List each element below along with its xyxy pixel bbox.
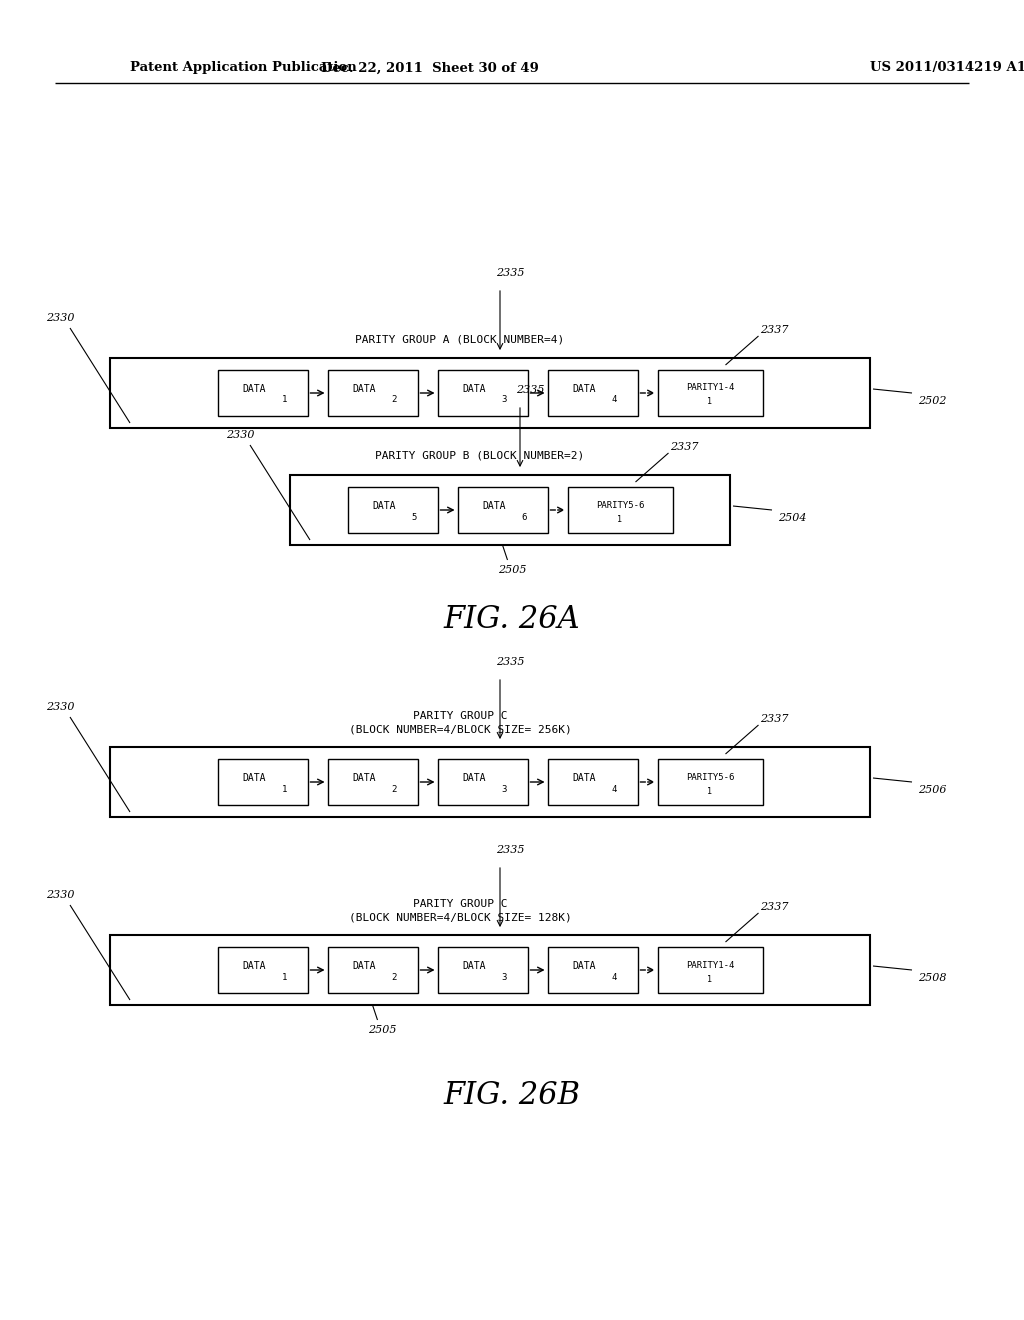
Bar xyxy=(657,370,763,416)
Bar xyxy=(328,946,418,993)
Bar xyxy=(657,946,763,993)
Text: 1: 1 xyxy=(282,973,287,982)
Text: 6: 6 xyxy=(522,512,527,521)
Text: 2506: 2506 xyxy=(918,785,946,795)
Text: 2330: 2330 xyxy=(225,430,254,440)
Text: 2504: 2504 xyxy=(778,513,807,523)
Text: DATA: DATA xyxy=(243,774,266,783)
Bar xyxy=(567,487,673,533)
Text: 2335: 2335 xyxy=(496,845,524,855)
Text: 2505: 2505 xyxy=(369,1026,396,1035)
Text: 2505: 2505 xyxy=(499,565,526,576)
Text: 1: 1 xyxy=(708,397,713,407)
Text: 2335: 2335 xyxy=(516,385,544,395)
Bar xyxy=(548,759,638,805)
Text: PARITY GROUP C: PARITY GROUP C xyxy=(413,899,507,909)
Text: 3: 3 xyxy=(502,784,507,793)
Text: 2335: 2335 xyxy=(496,268,524,279)
Text: 1: 1 xyxy=(617,515,623,524)
Text: 2337: 2337 xyxy=(761,902,790,912)
Bar xyxy=(110,747,870,817)
Text: 2330: 2330 xyxy=(46,313,75,323)
Text: DATA: DATA xyxy=(572,961,596,972)
Text: DATA: DATA xyxy=(243,384,266,393)
Bar xyxy=(110,935,870,1005)
Text: 2330: 2330 xyxy=(46,702,75,711)
Bar xyxy=(657,759,763,805)
Bar xyxy=(290,475,730,545)
Text: 2337: 2337 xyxy=(761,325,790,335)
Text: PARITY5-6: PARITY5-6 xyxy=(596,500,644,510)
Bar xyxy=(458,487,548,533)
Text: US 2011/0314219 A1: US 2011/0314219 A1 xyxy=(870,62,1024,74)
Text: 4: 4 xyxy=(611,784,617,793)
Text: DATA: DATA xyxy=(482,502,506,511)
Text: DATA: DATA xyxy=(463,384,486,393)
Text: 2337: 2337 xyxy=(671,442,699,451)
Bar xyxy=(437,759,527,805)
Text: DATA: DATA xyxy=(373,502,396,511)
Text: 2337: 2337 xyxy=(761,714,790,723)
Text: PARITY1-4: PARITY1-4 xyxy=(686,961,734,969)
Text: DATA: DATA xyxy=(352,774,376,783)
Text: 1: 1 xyxy=(708,787,713,796)
Text: 2330: 2330 xyxy=(46,890,75,900)
Bar xyxy=(437,370,527,416)
Text: 5: 5 xyxy=(412,512,417,521)
Bar xyxy=(217,370,307,416)
Text: DATA: DATA xyxy=(243,961,266,972)
Text: PARITY5-6: PARITY5-6 xyxy=(686,772,734,781)
Text: DATA: DATA xyxy=(463,774,486,783)
Bar xyxy=(217,946,307,993)
Text: 3: 3 xyxy=(502,396,507,404)
Text: 2: 2 xyxy=(392,396,397,404)
Text: 3: 3 xyxy=(502,973,507,982)
Text: PARITY1-4: PARITY1-4 xyxy=(686,384,734,392)
Text: 2502: 2502 xyxy=(918,396,946,407)
Text: Patent Application Publication: Patent Application Publication xyxy=(130,62,356,74)
Text: DATA: DATA xyxy=(572,384,596,393)
Bar xyxy=(110,358,870,428)
Text: PARITY GROUP C: PARITY GROUP C xyxy=(413,711,507,721)
Text: (BLOCK NUMBER=4/BLOCK SIZE= 256K): (BLOCK NUMBER=4/BLOCK SIZE= 256K) xyxy=(348,725,571,735)
Text: 2: 2 xyxy=(392,973,397,982)
Bar xyxy=(328,370,418,416)
Text: PARITY GROUP A (BLOCK NUMBER=4): PARITY GROUP A (BLOCK NUMBER=4) xyxy=(355,334,564,345)
Text: 1: 1 xyxy=(282,396,287,404)
Bar xyxy=(347,487,437,533)
Text: DATA: DATA xyxy=(352,961,376,972)
Bar xyxy=(437,946,527,993)
Bar xyxy=(217,759,307,805)
Text: DATA: DATA xyxy=(572,774,596,783)
Bar xyxy=(548,946,638,993)
Text: 2: 2 xyxy=(392,784,397,793)
Text: 2508: 2508 xyxy=(918,973,946,983)
Text: 4: 4 xyxy=(611,396,617,404)
Text: 2335: 2335 xyxy=(496,657,524,667)
Text: (BLOCK NUMBER=4/BLOCK SIZE= 128K): (BLOCK NUMBER=4/BLOCK SIZE= 128K) xyxy=(348,913,571,923)
Text: DATA: DATA xyxy=(352,384,376,393)
Text: 1: 1 xyxy=(282,784,287,793)
Text: 4: 4 xyxy=(611,973,617,982)
Bar xyxy=(548,370,638,416)
Text: DATA: DATA xyxy=(463,961,486,972)
Text: FIG. 26A: FIG. 26A xyxy=(443,605,581,635)
Text: Dec. 22, 2011  Sheet 30 of 49: Dec. 22, 2011 Sheet 30 of 49 xyxy=(322,62,539,74)
Text: FIG. 26B: FIG. 26B xyxy=(443,1080,581,1110)
Text: PARITY GROUP B (BLOCK NUMBER=2): PARITY GROUP B (BLOCK NUMBER=2) xyxy=(376,451,585,461)
Text: 1: 1 xyxy=(708,974,713,983)
Bar xyxy=(328,759,418,805)
